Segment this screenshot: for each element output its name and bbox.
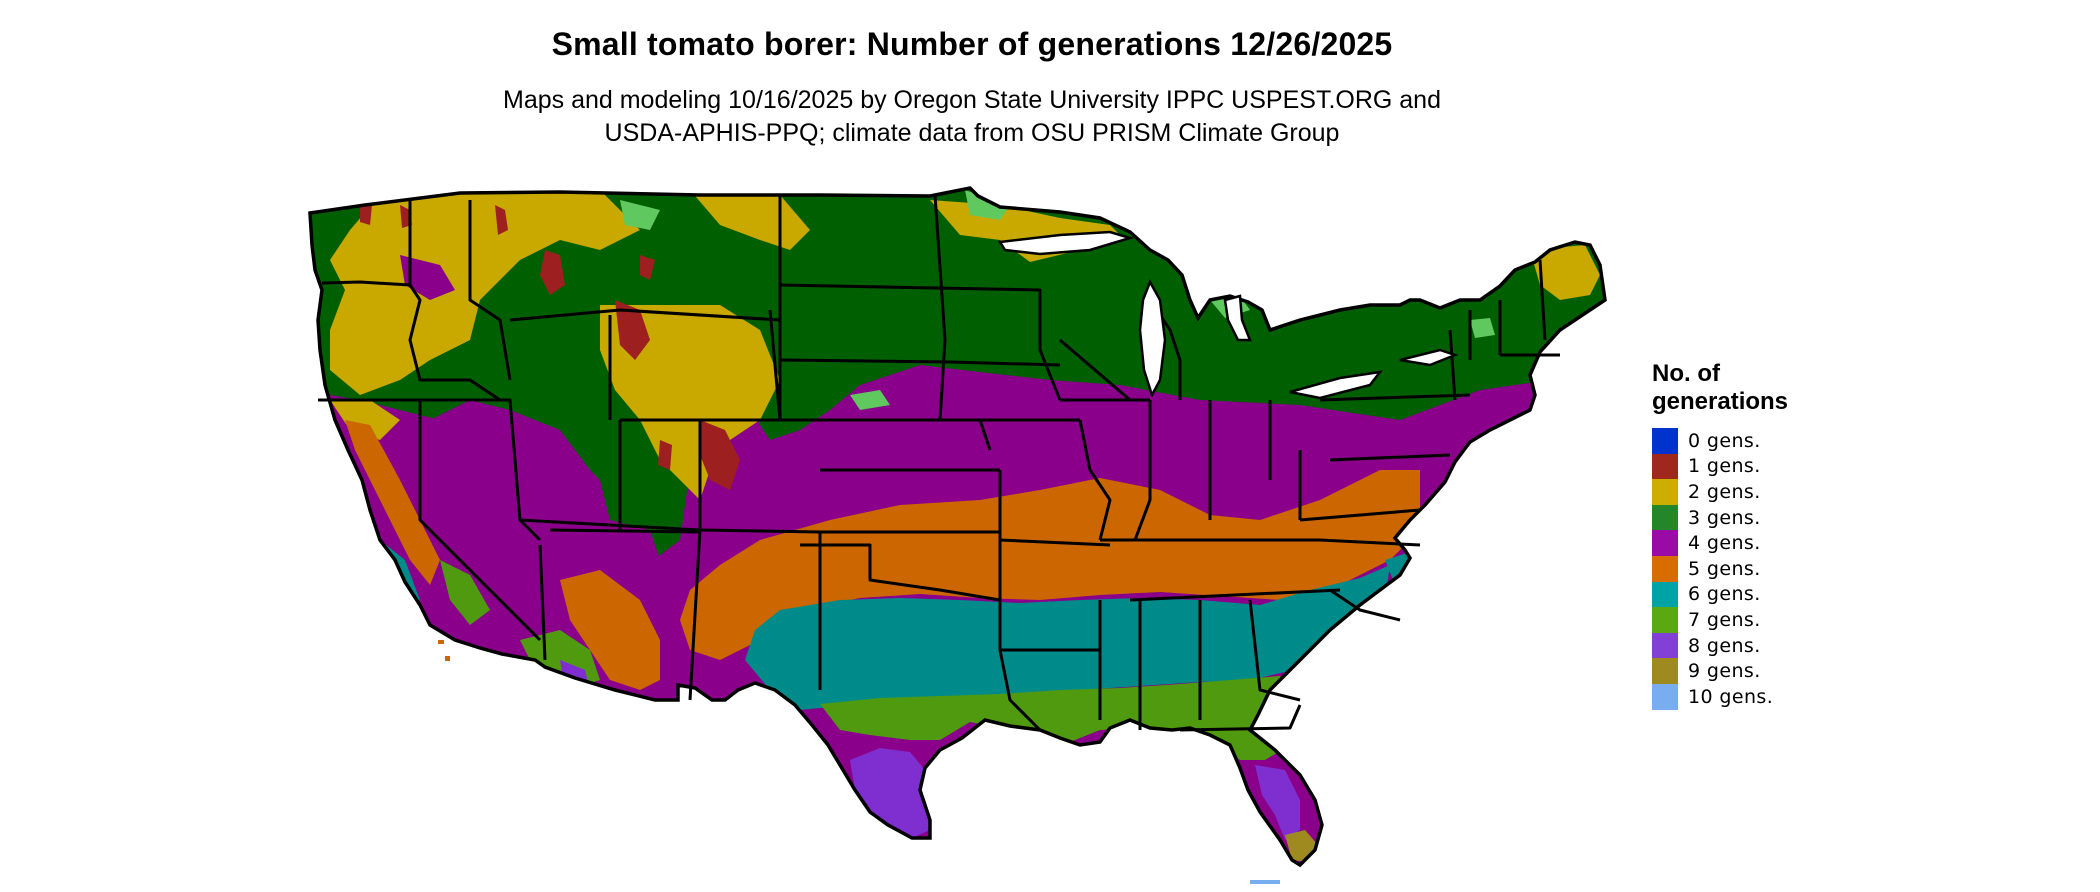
legend-title-line-2: generations [1652,388,1789,415]
legend-swatch [1652,504,1678,531]
legend-label: 10 gens. [1688,685,1774,708]
legend-item: 7 gens. [1652,607,1912,633]
subtitle-line-1: Maps and modeling 10/16/2025 by Oregon S… [503,86,1441,114]
legend-label: 7 gens. [1688,608,1761,631]
legend-title: No. of generations [1652,360,1912,416]
legend-item: 8 gens. [1652,632,1912,659]
legend-swatch [1652,530,1678,556]
legend-swatch [1652,479,1678,505]
legend-swatch [1652,683,1678,710]
legend-label: 4 gens. [1688,532,1761,555]
legend-items: 0 gens. 1 gens. 2 gens. 3 gens. 4 gens. 5 gen… [1652,428,1912,710]
legend-item: 4 gens. [1652,530,1912,556]
subtitle-line-2: USDA-APHIS-PPQ; climate data from OSU PR… [604,119,1340,147]
legend-item: 3 gens. [1652,504,1912,531]
legend-swatch [1652,555,1678,582]
legend-item: 1 gens. [1652,453,1912,480]
legend-label: 5 gens. [1688,557,1761,580]
legend-label: 1 gens. [1688,455,1761,478]
legend-swatch [1652,581,1678,608]
us-generations-map [308,186,1607,884]
legend-swatch [1652,658,1678,684]
legend-label: 3 gens. [1688,506,1761,529]
legend-title-line-1: No. of [1652,360,1720,387]
legend-item: 2 gens. [1652,479,1912,505]
legend-label: 0 gens. [1688,429,1761,452]
map-subtitle: Maps and modeling 10/16/2025 by Oregon S… [0,84,1944,150]
map-title: Small tomato borer: Number of generation… [551,26,1393,62]
legend-swatch [1652,607,1678,633]
legend-label: 9 gens. [1688,660,1761,683]
legend: No. of generations 0 gens. 1 gens. 2 gens.… [1652,360,1912,710]
legend-label: 2 gens. [1688,480,1761,503]
legend-swatch [1652,428,1678,454]
legend-swatch [1652,632,1678,659]
legend-swatch [1652,453,1678,480]
legend-item: 5 gens. [1652,555,1912,582]
legend-label: 8 gens. [1688,634,1761,657]
legend-item: 0 gens. [1652,428,1912,454]
legend-item: 6 gens. [1652,581,1912,608]
legend-item: 9 gens. [1652,658,1912,684]
legend-item: 10 gens. [1652,683,1912,710]
legend-label: 6 gens. [1688,583,1761,606]
